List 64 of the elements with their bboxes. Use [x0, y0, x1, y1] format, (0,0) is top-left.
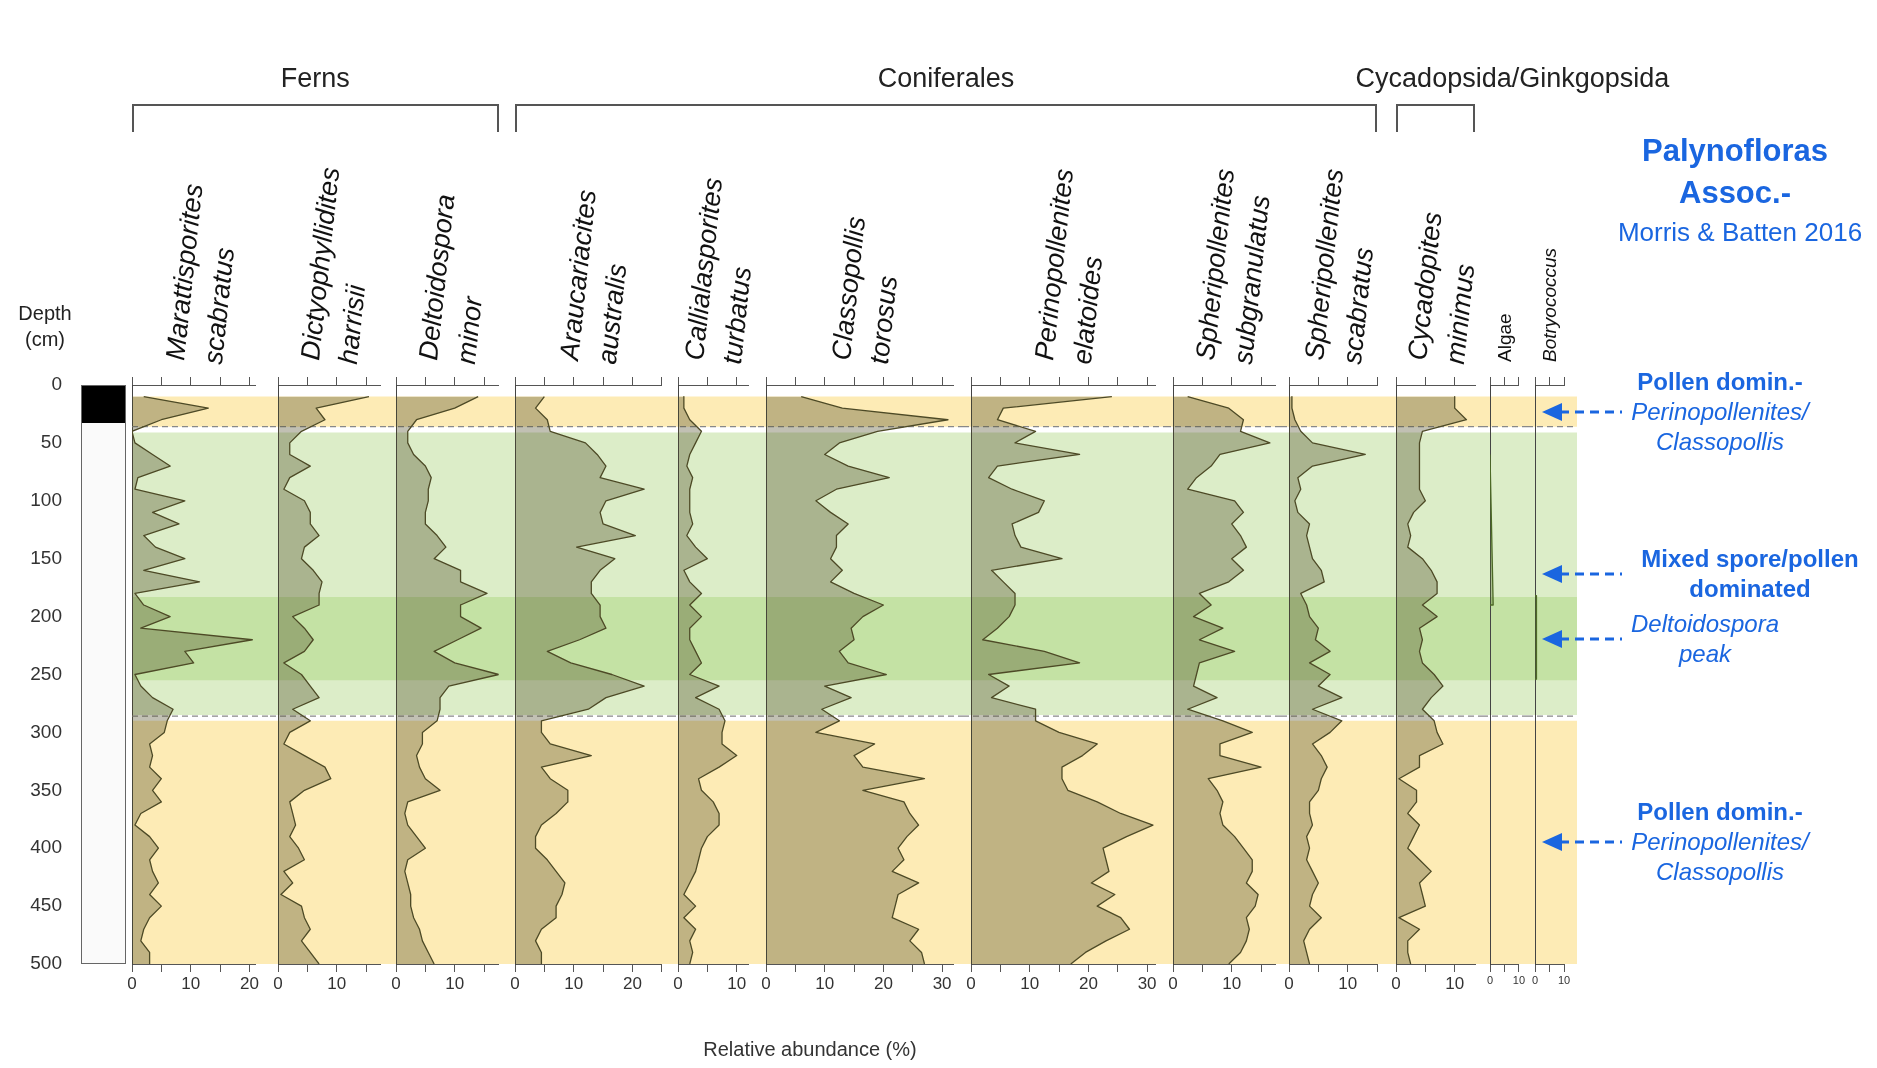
y-tick-label: 400 — [30, 836, 62, 858]
y-tick-label: 150 — [30, 546, 62, 568]
x-tick-label: 10 — [181, 973, 201, 993]
x-tick-label: 20 — [239, 973, 259, 993]
x-axis-title: Relative abundance (%) — [702, 1038, 918, 1061]
text: Morris & Batten 2016 — [1616, 216, 1864, 248]
x-tick-label: 30 — [932, 973, 952, 993]
chart-title: Cycadopites minimus — [1400, 210, 1481, 366]
band-label: Pollen domin.- Perinopollenites/Classopollis — [1630, 797, 1812, 888]
y-axis-title: Depth (cm) — [17, 301, 73, 352]
x-tick-label: 10 — [815, 973, 835, 993]
y-tick-label: 250 — [30, 662, 62, 684]
text: Coniferales — [876, 62, 1016, 95]
chart-title: Dictyophyllidites harrisii — [294, 165, 373, 366]
chart-title: Marattisporites scabratus — [158, 181, 241, 366]
y-tick-label: 500 — [30, 952, 62, 974]
x-tick-label: 20 — [622, 973, 642, 993]
x-tick-label: 20 — [873, 973, 893, 993]
y-tick-label: 50 — [40, 431, 62, 453]
x-tick-label: 10 — [1222, 973, 1242, 993]
x-tick-label: 0 — [1486, 973, 1494, 986]
x-tick-label: 0 — [273, 973, 283, 993]
x-tick-label: 0 — [966, 973, 976, 993]
chart-title: Algae — [1493, 313, 1516, 362]
chart-title: Deltoidospora minor — [412, 192, 490, 366]
x-tick-label: 10 — [564, 973, 584, 993]
x-tick-label: 0 — [761, 973, 771, 993]
text: Cycadopsida/Ginkgopsida — [1355, 62, 1670, 95]
band-label: Mixed spore/pollen dominated — [1640, 543, 1860, 604]
chart-title: Botryococcus — [1538, 247, 1561, 362]
x-tick-label: 10 — [445, 973, 465, 993]
x-tick-label: 0 — [127, 973, 137, 993]
text: Ferns — [279, 62, 351, 95]
chart-title: Spheripollenites scabratus — [1298, 166, 1381, 366]
y-tick-label: 450 — [30, 894, 62, 916]
x-tick-label: 0 — [510, 973, 520, 993]
x-tick-label: 10 — [327, 973, 347, 993]
y-tick-label: 0 — [51, 373, 62, 395]
x-tick-label: 30 — [1137, 973, 1157, 993]
chart-title: Araucariacites australis — [553, 187, 634, 366]
x-tick-label: 20 — [1078, 973, 1098, 993]
band-label: Pollen domin.- Perinopollenites/Classopollis — [1630, 366, 1812, 457]
x-tick-label: 0 — [391, 973, 401, 993]
y-tick-label: 100 — [30, 489, 62, 511]
band-label: Deltoidospora peak — [1629, 608, 1781, 669]
x-tick-label: 10 — [1338, 973, 1358, 993]
x-tick-label: 0 — [1531, 973, 1539, 986]
y-tick-label: 200 — [30, 604, 62, 626]
x-tick-label: 10 — [1445, 973, 1465, 993]
text: Palynofloras Assoc.- — [1640, 132, 1830, 212]
y-tick-label: 300 — [30, 720, 62, 742]
x-tick-label: 10 — [1020, 973, 1040, 993]
y-tick-label: 350 — [30, 778, 62, 800]
x-tick-label: 0 — [673, 973, 683, 993]
x-tick-label: 0 — [1391, 973, 1401, 993]
chart-title: Spheripollenites subgranulatus — [1189, 166, 1277, 366]
x-tick-label: 10 — [1512, 973, 1526, 986]
chart-title: Callialasporites turbatus — [678, 175, 759, 366]
x-tick-label: 0 — [1168, 973, 1178, 993]
x-tick-label: 10 — [1557, 973, 1571, 986]
x-tick-label: 0 — [1284, 973, 1294, 993]
chart-title: Perinopollenites elatoides — [1028, 166, 1110, 366]
chart-title: Classopollis torosus — [825, 214, 904, 366]
x-tick-label: 10 — [727, 973, 747, 993]
